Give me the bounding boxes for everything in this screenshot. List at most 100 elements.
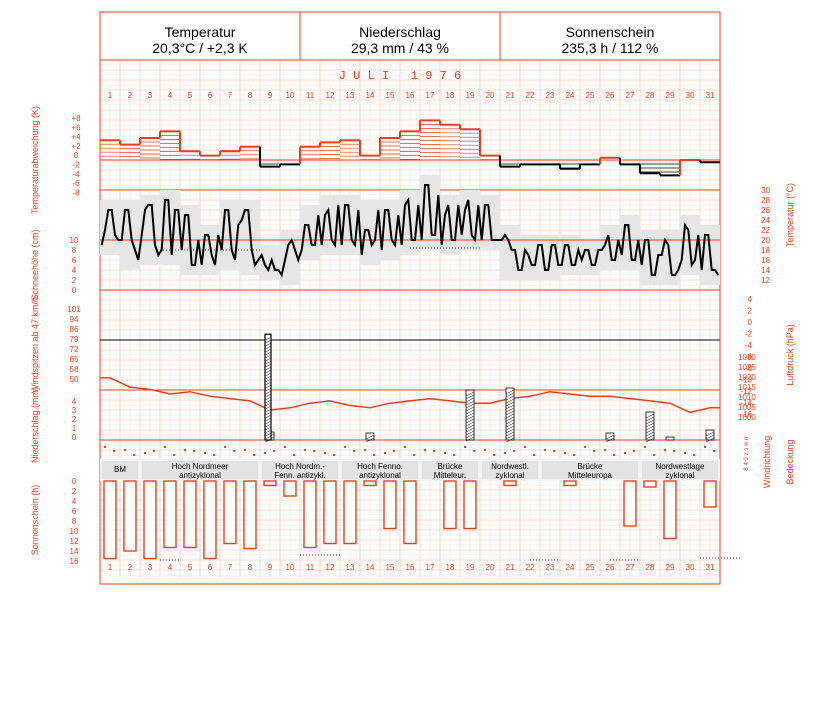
precip-hatch (505, 395, 515, 401)
tick-deviation: -4 (72, 170, 80, 179)
tick-snow: 8 (72, 246, 77, 255)
day-label: 10 (286, 91, 295, 100)
temperature-band (280, 230, 300, 285)
weather-type-cell (260, 459, 340, 481)
sunshine-bar (203, 480, 217, 560)
wind-gust-bar (264, 333, 272, 441)
day-label: 30 (686, 563, 695, 572)
day-label: 9 (268, 563, 273, 572)
day-label: 19 (466, 563, 475, 572)
wind-dir-dot (673, 450, 675, 452)
axis-label-pressure: Luftdruck (hPa) (785, 324, 795, 386)
day-label: 26 (606, 91, 615, 100)
header-precipitation-value: 29,3 mm / 43 % (350, 40, 450, 56)
precip-hatch (505, 392, 515, 398)
tick-pressure-hpa: 1000 (738, 413, 756, 422)
cloud-dot (364, 449, 366, 451)
cloud-dot (324, 452, 326, 454)
precip-hatch (505, 434, 515, 440)
day-label: 18 (446, 91, 455, 100)
tick-temperature: 30 (761, 186, 770, 195)
wind-gust-hatch (264, 402, 272, 407)
tick-pressure-hpa: 1010 (738, 393, 756, 402)
cloud-dot (304, 449, 306, 451)
tick-sun: 16 (70, 557, 79, 566)
sunshine-bar (223, 480, 237, 545)
weather-type-cell (480, 459, 540, 481)
tick-wind: 50 (70, 375, 79, 384)
wind-dir-dot (353, 450, 355, 452)
day-label: 15 (386, 91, 395, 100)
sunshine-bar (643, 480, 657, 488)
day-label: 29 (666, 91, 675, 100)
precip-hatch (465, 403, 475, 409)
day-label: 14 (366, 563, 375, 572)
cloud-dot (284, 446, 286, 448)
precip-hatch (505, 407, 515, 413)
wind-gust-hatch (264, 396, 272, 401)
day-label: 17 (426, 563, 435, 572)
weather-type-cell (540, 459, 640, 481)
axis-label-sun: Sonnenschein (h) (30, 485, 40, 556)
sunshine-bar (343, 480, 357, 545)
temperature-band (360, 200, 380, 265)
precip-hatch (605, 434, 615, 440)
tick-sun: 4 (72, 497, 77, 506)
tick-wind: 79 (70, 335, 79, 344)
header-sunshine: Sonnenschein 235,3 h / 112 % (500, 12, 720, 60)
wind-dir-dot (313, 450, 315, 452)
temperature-line (100, 184, 720, 278)
wind-gust-hatch (264, 342, 272, 347)
weather-type-label-2: antizyklonal (179, 471, 221, 480)
precip-hatch (505, 437, 515, 443)
precip-hatch (365, 434, 375, 440)
wind-gust-hatch (264, 369, 272, 374)
tick-deviation: -8 (72, 188, 80, 197)
weather-type-label: BM (114, 465, 126, 474)
wind-gust-hatch (264, 366, 272, 371)
tick-pressure-k: -10 (740, 376, 752, 385)
day-label: 4 (168, 91, 173, 100)
tick-temperature: 24 (761, 216, 770, 225)
day-label: 13 (346, 563, 355, 572)
wind-dir-dot (433, 450, 435, 452)
axis-labels: Temperaturabweichung (K) Schneehöhe (cm)… (30, 106, 795, 555)
day-label: 31 (706, 91, 715, 100)
wind-gust-hatch (264, 354, 272, 359)
cloud-dot (584, 446, 586, 448)
cloud-dot (564, 452, 566, 454)
axis-label-wind-direction: Windrichtung (762, 436, 772, 489)
axis-label-snow: Schneehöhe (cm) (30, 229, 40, 300)
wind-dir-dot (253, 454, 255, 456)
precip-hatch (465, 433, 475, 439)
precip-hatch (465, 406, 475, 412)
day-label: 21 (506, 91, 515, 100)
wind-dir-dot (393, 450, 395, 452)
day-label: 30 (686, 91, 695, 100)
tick-temperature: 22 (761, 226, 770, 235)
sunshine-bar (403, 480, 417, 545)
wind-gust-hatch (264, 336, 272, 341)
precip-hatch (365, 437, 375, 443)
day-label: 22 (526, 91, 535, 100)
wind-gust-hatch (264, 435, 272, 440)
tick-wind: 65 (70, 355, 79, 364)
axis-label-temp-deviation: Temperaturabweichung (K) (30, 106, 40, 214)
wind-direction-ticks: z s w n (744, 437, 750, 456)
precip-hatch (465, 409, 475, 415)
precip-hatch (605, 437, 615, 443)
day-label: 23 (546, 91, 555, 100)
tick-precip: 2 (72, 415, 77, 424)
precip-hatch (505, 404, 515, 410)
precip-hatch (645, 416, 655, 422)
day-label: 12 (326, 563, 335, 572)
sunshine-bar (103, 480, 117, 560)
tick-pressure-hpa: 1020 (738, 373, 756, 382)
precip-hatch (505, 410, 515, 416)
header-precipitation-label: Niederschlag (359, 24, 441, 40)
cloud-dot (424, 449, 426, 451)
tick-wind: 101 (67, 305, 81, 314)
temperature-band (100, 200, 120, 255)
day-labels-bottom: 1 2 3 4 5 6 7 8 9 10 11 12 13 14 15 16 17 18 19 20 21 22 23 24 2… (108, 563, 715, 572)
